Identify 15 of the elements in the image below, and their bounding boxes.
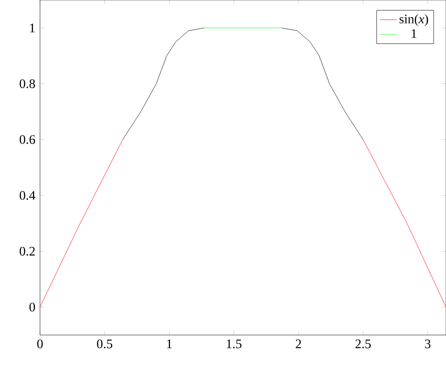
x-tick-label: 3 xyxy=(425,340,430,348)
x-tick-label: 2.5 xyxy=(356,340,371,348)
y-tick-label: 0.8 xyxy=(20,79,35,88)
y-tick-label: 1 xyxy=(30,24,35,32)
y-tick-label: 0.2 xyxy=(20,246,35,256)
legend-label: 1 xyxy=(412,29,416,38)
x-tick-label: 0.5 xyxy=(96,340,112,348)
x-tick-label: 1.5 xyxy=(226,340,242,348)
x-tick-label: 0 xyxy=(37,340,43,348)
y-tick-label: 0.4 xyxy=(20,191,36,200)
x-tick-label: 1 xyxy=(167,340,172,348)
legend-label: sin(x) xyxy=(400,14,428,26)
y-tick-label: 0 xyxy=(29,302,35,312)
y-tick-label: 0.6 xyxy=(20,135,36,144)
x-tick-label: 2 xyxy=(296,340,301,348)
